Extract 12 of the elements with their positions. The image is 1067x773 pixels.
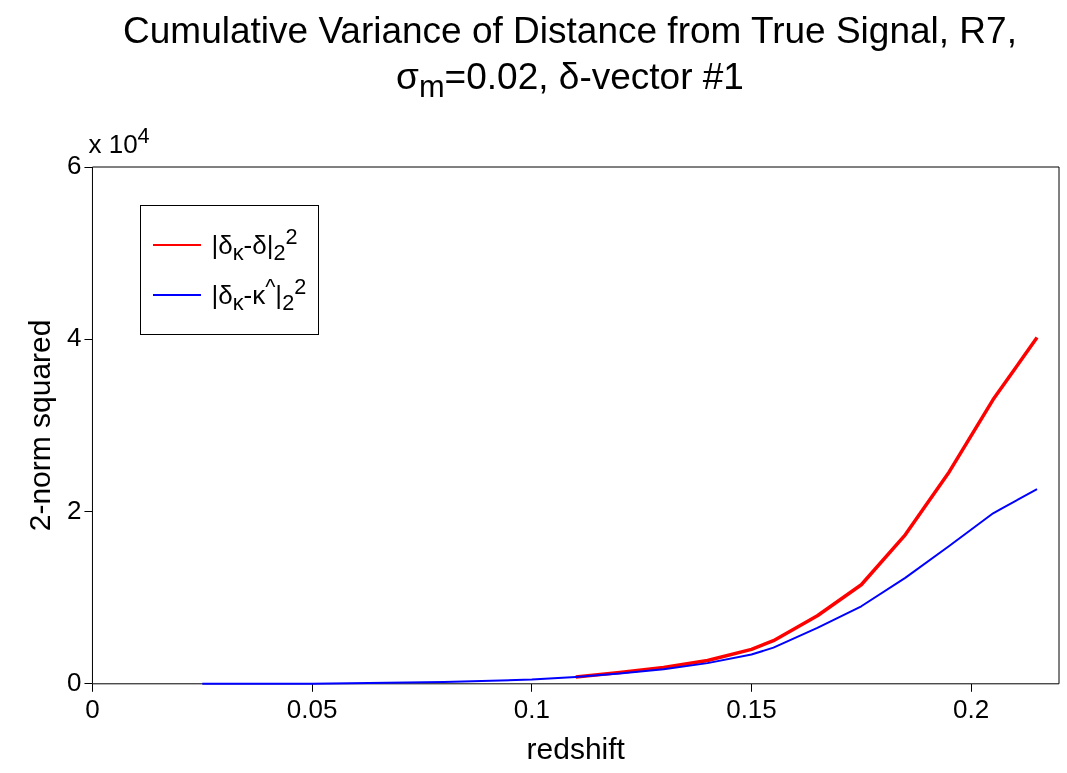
x-tick-label: 0.2 [953,693,990,724]
y-axis-title: 2-norm squared [23,319,57,532]
text: x 10$^{4}$ [88,123,150,160]
x-tick-label: 0.05 [286,693,338,724]
chart-title: Cumulative Variance of Distance from True Signal, R7, σ$_{m}$=0.02, δ-vector #1 [122,9,1018,107]
y-tick-label: 4 [66,322,82,353]
x-tick-label: 0.15 [726,693,777,724]
x-tick-label: 0.1 [513,693,550,724]
y-tick-label: 0 [66,666,82,697]
x-axis-title: redshift [526,732,626,766]
y-tick-label: 2 [66,494,82,525]
y-tick-label: 6 [66,150,82,181]
